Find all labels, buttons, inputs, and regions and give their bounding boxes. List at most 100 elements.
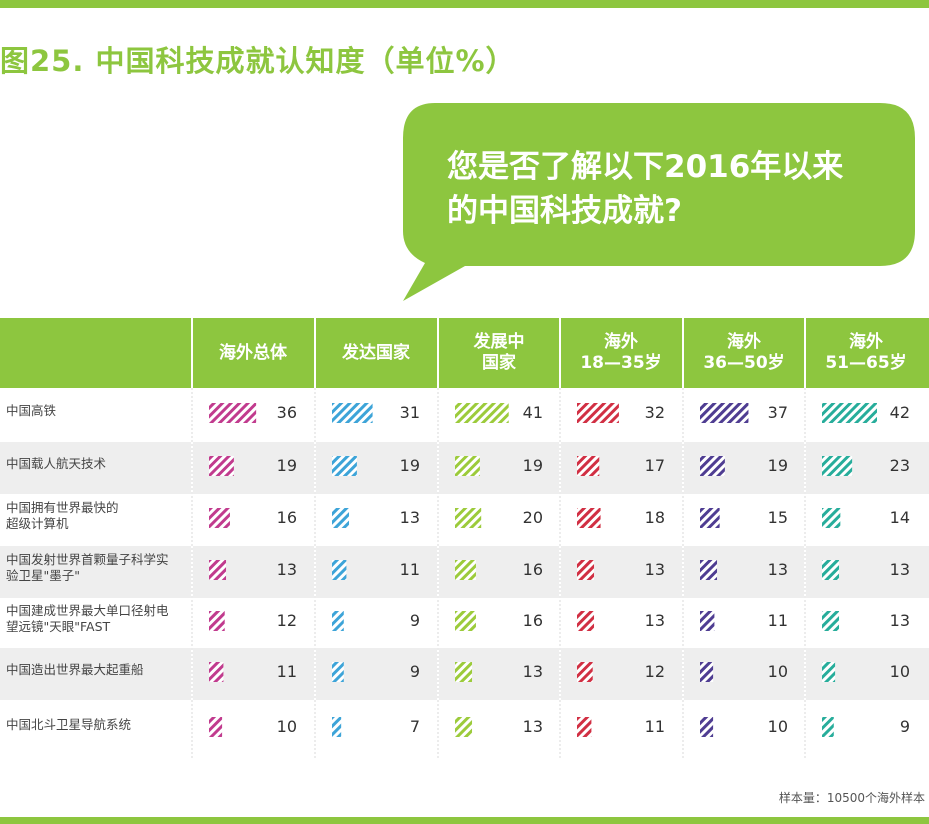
bar-mark — [577, 403, 619, 423]
bar-mark — [209, 560, 227, 580]
value-label: 31 — [399, 403, 420, 422]
value-label: 41 — [522, 403, 543, 422]
value-label: 37 — [767, 403, 788, 422]
value-label: 11 — [767, 611, 788, 630]
bar-mark — [822, 560, 840, 580]
table-graphics — [0, 318, 929, 758]
awareness-table: 海外总体 发达国家 发展中 国家 海外 18—35岁 海外 36—50岁 海外 51—65… — [0, 318, 929, 758]
bar-mark — [822, 662, 836, 682]
bar-mark — [700, 403, 749, 423]
value-label: 12 — [276, 611, 297, 630]
row-label: 中国载人航天技术 — [6, 456, 107, 471]
value-label: 10 — [889, 662, 910, 681]
bar-mark — [822, 508, 841, 528]
value-label: 14 — [889, 508, 910, 527]
column-header: 海外 36—50岁 — [703, 332, 785, 373]
value-label: 13 — [889, 611, 910, 630]
bar-mark — [577, 717, 592, 737]
bar-mark — [700, 611, 715, 631]
value-label: 32 — [644, 403, 665, 422]
bar-mark — [700, 560, 718, 580]
value-label: 42 — [889, 403, 910, 422]
bar-mark — [332, 717, 342, 737]
bar-mark — [455, 717, 473, 737]
value-label: 13 — [399, 508, 420, 527]
value-label: 11 — [399, 560, 420, 579]
bar-mark — [700, 508, 720, 528]
value-label: 12 — [644, 662, 665, 681]
value-label: 11 — [276, 662, 297, 681]
row-label: 中国造出世界最大起重船 — [6, 662, 144, 677]
value-label: 7 — [409, 717, 420, 736]
row-label: 中国高铁 — [6, 403, 57, 418]
bar-mark — [700, 717, 714, 737]
column-header: 发达国家 — [342, 342, 410, 363]
column-header: 海外总体 — [219, 342, 287, 363]
bar-mark — [455, 456, 480, 476]
bar-mark — [700, 662, 714, 682]
value-label: 18 — [644, 508, 665, 527]
bar-mark — [822, 611, 840, 631]
bar-mark — [332, 403, 373, 423]
bar-mark — [209, 662, 224, 682]
value-label: 10 — [767, 717, 788, 736]
column-header: 发展中 国家 — [473, 332, 525, 373]
value-label: 16 — [276, 508, 297, 527]
bar-mark — [209, 717, 223, 737]
value-label: 9 — [409, 611, 420, 630]
bar-mark — [332, 560, 347, 580]
column-header: 海外 51—65岁 — [825, 332, 907, 373]
bar-mark — [577, 456, 600, 476]
bar-mark — [455, 662, 473, 682]
bar-mark — [332, 508, 350, 528]
value-label: 13 — [276, 560, 297, 579]
bar-mark — [577, 508, 601, 528]
value-label: 11 — [644, 717, 665, 736]
bar-mark — [209, 508, 230, 528]
bar-mark — [822, 403, 877, 423]
value-label: 13 — [889, 560, 910, 579]
bar-mark — [209, 456, 234, 476]
value-label: 17 — [644, 456, 665, 475]
row-label: 中国发射世界首颗量子科学实 验卫星"墨子" — [6, 552, 169, 583]
bar-mark — [700, 456, 725, 476]
value-label: 16 — [522, 560, 543, 579]
value-label: 36 — [276, 403, 297, 422]
value-label: 19 — [399, 456, 420, 475]
question-bubble: 您是否了解以下2016年以来 的中国科技成就? — [395, 103, 920, 303]
column-header: 海外 18—35岁 — [580, 332, 662, 373]
value-label: 19 — [522, 456, 543, 475]
top-accent-bar — [0, 0, 929, 8]
value-label: 10 — [767, 662, 788, 681]
value-label: 23 — [889, 456, 910, 475]
bar-mark — [209, 403, 257, 423]
bar-mark — [577, 662, 593, 682]
bar-mark — [455, 560, 476, 580]
bar-mark — [455, 508, 482, 528]
value-label: 10 — [276, 717, 297, 736]
header-background — [0, 318, 929, 388]
bottom-accent-bar — [0, 817, 929, 824]
bar-mark — [455, 611, 476, 631]
bar-mark — [209, 611, 225, 631]
row-label: 中国拥有世界最快的 超级计算机 — [6, 500, 119, 531]
value-label: 9 — [899, 717, 910, 736]
value-label: 13 — [644, 560, 665, 579]
bar-mark — [822, 456, 853, 476]
bar-mark — [577, 560, 595, 580]
sample-size-note: 样本量：10500个海外样本 — [778, 791, 925, 805]
value-label: 19 — [767, 456, 788, 475]
value-label: 13 — [522, 662, 543, 681]
bar-mark — [455, 403, 509, 423]
value-label: 19 — [276, 456, 297, 475]
value-label: 20 — [522, 508, 543, 527]
chart-title: 图25. 中国科技成就认知度（单位%） — [0, 44, 516, 78]
speech-bubble-shape — [403, 103, 915, 301]
bubble-question-text: 您是否了解以下2016年以来 的中国科技成就? — [447, 149, 844, 229]
value-label: 13 — [767, 560, 788, 579]
row-label: 中国建成世界最大单口径射电 望远镜"天眼"FAST — [6, 603, 169, 634]
bar-mark — [822, 717, 834, 737]
bar-mark — [332, 611, 344, 631]
value-label: 16 — [522, 611, 543, 630]
value-label: 9 — [409, 662, 420, 681]
